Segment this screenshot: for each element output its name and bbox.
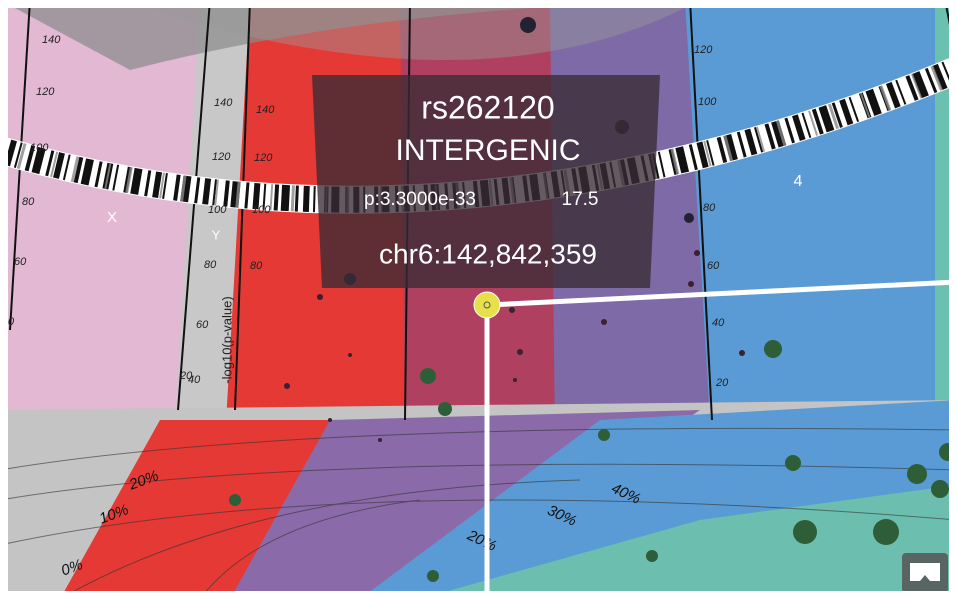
tooltip-location: chr6:142,842,359 [379,238,597,269]
tick-label: 140 [256,104,275,116]
tick-label: 120 [254,152,273,164]
tick-label: 60 [14,256,27,268]
tooltip-panel [312,75,660,288]
tick-label: 60 [707,260,720,272]
border [0,591,957,599]
tick-label: 40 [188,374,201,386]
tooltip-score: 17.5 [562,189,599,210]
tick-label: 80 [703,202,716,214]
reticle-center [483,301,491,309]
tick-label: 100 [252,204,271,216]
tick-label: 140 [214,97,233,109]
snp-spheres [229,17,949,582]
tick-label: 60 [196,319,209,331]
tick-label: 40 [712,317,725,329]
tick-label: 20 [179,370,193,382]
reticle [473,291,501,319]
snp-dots [284,250,745,442]
axis-label: -log10(p-value) [219,296,234,383]
tick-label: 120 [694,44,713,56]
floor-green [430,486,949,596]
ceiling-shadow [144,8,685,60]
border [0,0,957,8]
tick-label: 100 [698,96,717,108]
tick-label: 120 [212,151,231,163]
wall-pink [8,8,200,420]
floor-tick-label: 0% [59,556,85,579]
tooltip-pvalue: p:3.3000e-33 [364,189,476,210]
vr-icon [910,563,940,581]
chromosome-label: 4 [794,173,803,190]
tick-label: 80 [204,259,217,271]
wall-teal [935,8,949,440]
wall-blue [685,8,949,440]
pointer-ray [487,279,949,308]
floor-blue [364,400,949,596]
ceiling [14,8,534,70]
tooltip-annotation: INTERGENIC [395,134,580,167]
chromosome-label: Y [212,227,221,242]
tick-label: 20 [715,377,729,389]
tick-label: 0 [8,316,15,328]
floor-grid [8,427,949,596]
tick-label: 100 [208,204,227,216]
tooltip-rsid: rs262120 [421,89,554,125]
border [949,0,957,599]
chromosome-label: X [107,209,117,226]
tick-label: 80 [22,196,35,208]
tick-label: 100 [30,142,49,154]
tick-label: 140 [42,34,61,46]
tick-label: 80 [250,260,263,272]
tick-label: 120 [36,86,55,98]
border [0,0,8,599]
